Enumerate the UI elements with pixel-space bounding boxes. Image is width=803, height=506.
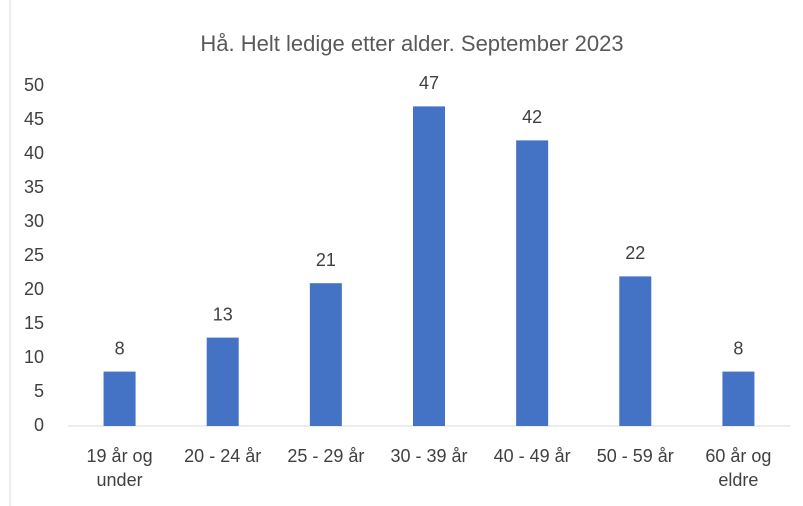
- bar: [619, 276, 652, 426]
- y-tick-label: 5: [34, 381, 44, 401]
- x-tick-label: 19 år og under: [86, 446, 153, 490]
- x-tick-label: 60 år og eldre: [705, 446, 772, 490]
- bar: [206, 337, 239, 426]
- x-tick-label: 50 - 59 år: [596, 446, 674, 466]
- y-tick-label: 25: [24, 245, 44, 265]
- bar: [413, 106, 445, 427]
- bar: [309, 283, 342, 426]
- x-tick-label: 20 - 24 år: [184, 446, 262, 466]
- data-label: 47: [419, 73, 439, 93]
- x-tick-label: 25 - 29 år: [287, 446, 365, 466]
- data-label: 8: [115, 338, 125, 358]
- x-tick-label: 30 - 39 år: [390, 446, 468, 466]
- bar: [722, 371, 755, 426]
- y-tick-label: 0: [34, 415, 44, 435]
- y-tick-label: 45: [24, 109, 44, 129]
- bar: [103, 371, 136, 426]
- x-tick-label: 40 - 49 år: [493, 446, 571, 466]
- y-tick-label: 30: [24, 211, 44, 231]
- data-label: 42: [522, 107, 542, 127]
- bar: [516, 140, 549, 426]
- y-tick-label: 10: [24, 347, 44, 367]
- data-label: 13: [213, 304, 233, 324]
- y-tick-label: 40: [24, 143, 44, 163]
- data-label: 8: [733, 338, 743, 358]
- data-label: 21: [316, 250, 336, 270]
- y-tick-label: 20: [24, 279, 44, 299]
- y-tick-label: 15: [24, 313, 44, 333]
- y-tick-label: 35: [24, 177, 44, 197]
- data-label: 22: [625, 243, 645, 263]
- y-tick-label: 50: [24, 75, 44, 95]
- chart-title: Hå. Helt ledige etter alder. September 2…: [200, 31, 623, 56]
